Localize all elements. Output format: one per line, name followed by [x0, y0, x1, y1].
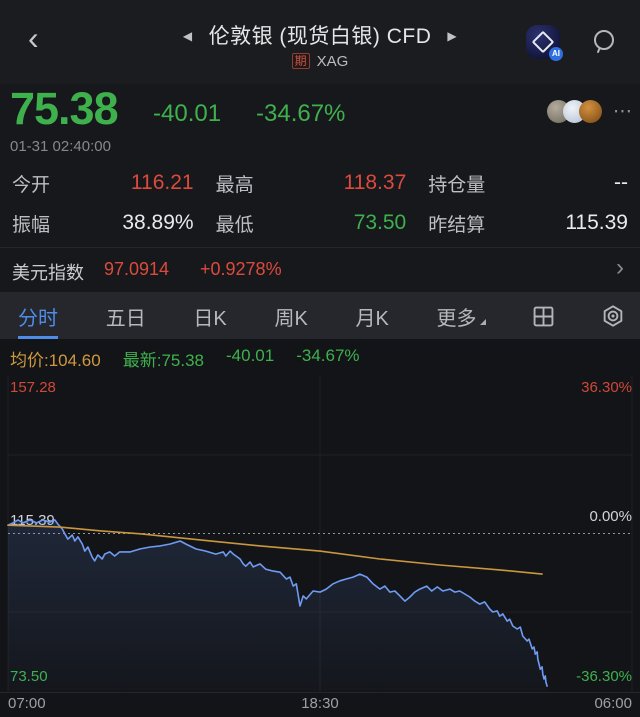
stat-open: 今开 116.21	[12, 170, 194, 197]
stat-amplitude: 振幅 38.89%	[12, 210, 194, 237]
y-axis-min-percent-label: -36.30%	[576, 668, 632, 685]
stat-label: 最低	[215, 214, 254, 236]
stat-value: --	[613, 171, 628, 194]
x-axis-label-end: 06:00	[594, 695, 632, 712]
y-axis-zero-percent-label: 0.00%	[589, 508, 632, 525]
tab-intraday[interactable]: 分时	[18, 293, 58, 339]
y-axis-max-label: 157.28	[10, 379, 56, 396]
stat-value: 116.21	[130, 171, 194, 194]
y-axis-min-label: 73.50	[10, 668, 48, 685]
divider	[0, 292, 640, 293]
chart-period-tabbar: 分时 五日 日K 周K 月K 更多	[0, 293, 640, 339]
page-title: 伦敦银 (现货白银) CFD	[208, 25, 432, 48]
stat-value: 38.89%	[122, 211, 194, 234]
title-row: ◀ 伦敦银 (现货白银) CFD ▶	[0, 20, 640, 50]
back-icon[interactable]: ‹	[28, 20, 39, 56]
symbol-row: 期 XAG	[0, 53, 640, 71]
caret-icon	[479, 319, 486, 325]
usd-index-change: +0.9278%	[200, 259, 282, 279]
price-change: -40.01	[153, 100, 222, 127]
stat-prev-settle: 昨结算 115.39	[428, 210, 628, 237]
y-axis-baseline-label: 115.39	[10, 512, 55, 529]
next-instrument-icon[interactable]: ▶	[447, 29, 458, 43]
tab-monthly-k[interactable]: 月K	[355, 307, 389, 330]
stat-open-interest: 持仓量 --	[428, 170, 628, 197]
price-change-percent: -34.67%	[256, 100, 346, 127]
x-axis-label-mid: 18:30	[301, 695, 339, 712]
series-layer	[7, 519, 548, 691]
tab-weekly-k[interactable]: 周K	[274, 307, 308, 330]
ai-badge-label: AI	[549, 47, 563, 61]
stat-low: 最低 73.50	[216, 210, 407, 237]
chevron-right-icon: ›	[616, 254, 624, 281]
search-icon[interactable]	[590, 28, 618, 56]
settings-gear-icon[interactable]	[602, 293, 624, 339]
legend-average: 均价:104.60	[10, 351, 101, 370]
tab-daily-k[interactable]: 日K	[193, 307, 227, 330]
prev-instrument-icon[interactable]: ◀	[182, 29, 193, 43]
usd-index-value: 97.0914	[104, 259, 170, 279]
intraday-chart[interactable]: 157.28 36.30% 115.39 0.00% 73.50 -36.30%	[0, 376, 640, 693]
legend-change-percent: -34.67%	[296, 346, 360, 365]
stat-label: 最高	[215, 174, 254, 196]
legend-change: -40.01	[226, 346, 275, 365]
tab-more[interactable]: 更多	[437, 293, 486, 339]
header: ‹ ◀ 伦敦银 (现货白银) CFD ▶ 期 XAG AI	[0, 0, 640, 84]
chart-section: 均价:104.60 最新:75.38 -40.01 -34.67% 157.28…	[0, 339, 640, 717]
stat-label: 今开	[12, 174, 51, 196]
stat-label: 振幅	[12, 214, 51, 236]
last-price: 75.38	[10, 83, 119, 134]
futures-badge: 期	[291, 53, 310, 69]
tab-5day[interactable]: 五日	[105, 307, 146, 330]
x-axis-label-start: 07:00	[8, 695, 46, 712]
ai-assistant-icon[interactable]: AI	[526, 25, 563, 61]
stats-grid: 今开 116.21 最高 118.37 持仓量 -- 振幅 38.89% 最低 …	[0, 163, 640, 243]
symbol-code: XAG	[316, 53, 349, 70]
stat-value: 118.37	[343, 171, 407, 194]
coin-avatar-3	[579, 100, 602, 123]
divider	[0, 247, 640, 248]
usd-index-label: 美元指数	[12, 263, 84, 283]
stat-label: 持仓量	[428, 174, 486, 196]
chart-canvas	[7, 376, 633, 692]
x-axis: 07:00 18:30 06:00	[8, 695, 632, 712]
usd-index-row[interactable]: 美元指数 97.0914 +0.9278% ›	[0, 248, 640, 292]
related-coin-avatars[interactable]	[547, 100, 602, 124]
chart-legend: 均价:104.60 最新:75.38 -40.01 -34.67%	[10, 346, 360, 371]
stat-label: 昨结算	[428, 214, 486, 236]
stat-value: 73.50	[353, 211, 407, 234]
tab-more-label: 更多	[436, 307, 477, 330]
y-axis-max-percent-label: 36.30%	[581, 379, 632, 396]
more-icon[interactable]: ⋯	[613, 101, 634, 122]
grid-layout-icon[interactable]	[533, 293, 554, 339]
quote-timestamp: 01-31 02:40:00	[10, 138, 111, 155]
legend-last: 最新:75.38	[122, 351, 204, 370]
stat-value: 115.39	[565, 211, 628, 234]
stat-high: 最高 118.37	[216, 170, 407, 197]
